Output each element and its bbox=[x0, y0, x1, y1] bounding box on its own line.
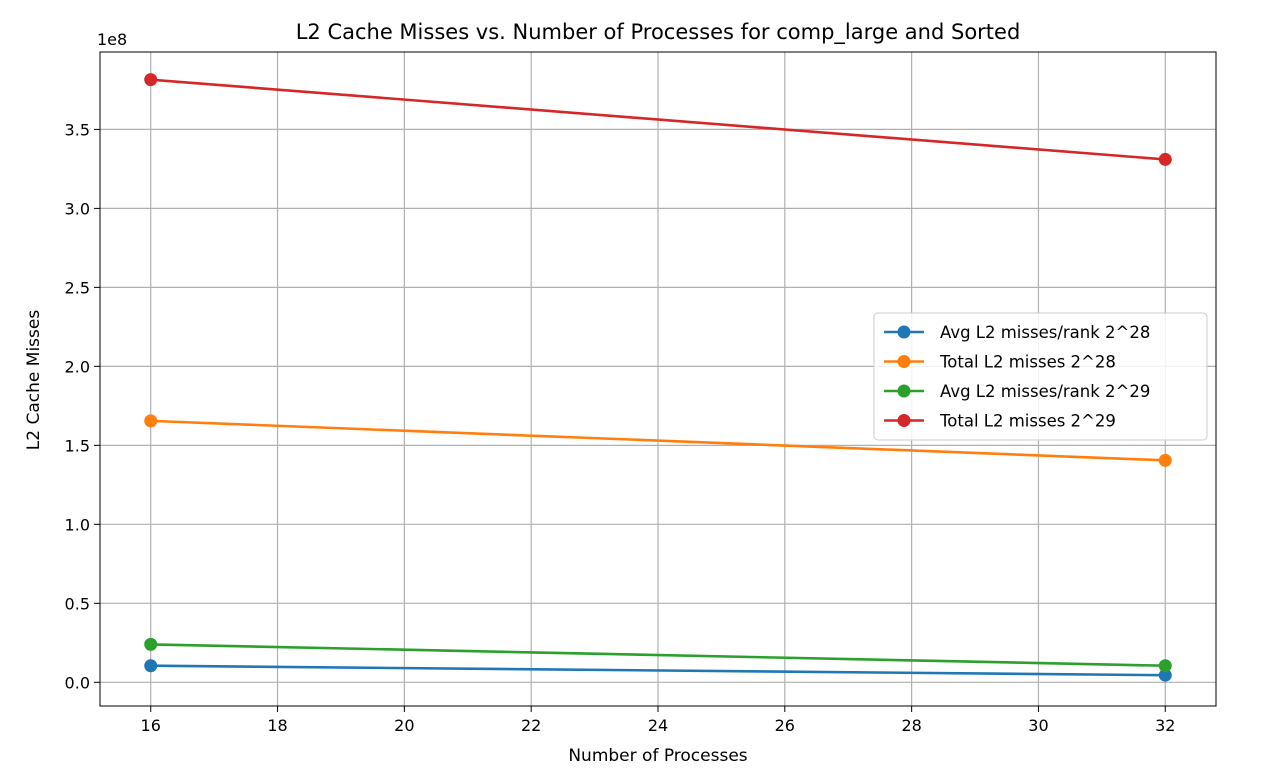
x-tick-label: 30 bbox=[1028, 716, 1048, 735]
y-tick-label: 3.0 bbox=[65, 199, 90, 218]
y-axis-label: L2 Cache Misses bbox=[24, 310, 44, 451]
legend-label: Total L2 misses 2^28 bbox=[939, 353, 1116, 372]
data-point bbox=[1158, 453, 1172, 467]
x-tick-label: 26 bbox=[775, 716, 795, 735]
series-4 bbox=[144, 73, 1172, 166]
x-tick-label: 20 bbox=[394, 716, 414, 735]
y-tick-label: 1.5 bbox=[65, 436, 90, 455]
series-lines bbox=[144, 73, 1172, 682]
series-line bbox=[150, 419, 1166, 462]
x-tick-label: 28 bbox=[901, 716, 921, 735]
data-point bbox=[1158, 668, 1172, 682]
legend-label: Avg L2 misses/rank 2^28 bbox=[940, 323, 1150, 342]
legend-marker bbox=[897, 355, 911, 368]
series-1 bbox=[144, 659, 1172, 682]
data-point bbox=[144, 637, 158, 651]
legend-label: Total L2 misses 2^29 bbox=[939, 412, 1116, 431]
data-point bbox=[144, 73, 158, 87]
legend-item: Avg L2 misses/rank 2^29 bbox=[884, 382, 1150, 401]
series-line bbox=[150, 664, 1166, 677]
y-tick-label: 2.0 bbox=[65, 357, 90, 376]
series-line bbox=[150, 643, 1166, 668]
y-tick-label: 0.5 bbox=[65, 594, 90, 613]
data-point bbox=[1158, 152, 1172, 166]
y-tick-label: 0.0 bbox=[65, 673, 90, 692]
legend-item: Avg L2 misses/rank 2^28 bbox=[884, 323, 1150, 342]
x-tick-label: 18 bbox=[267, 716, 287, 735]
x-axis-label: Number of Processes bbox=[568, 746, 747, 766]
x-tick-label: 24 bbox=[648, 716, 668, 735]
x-tick-label: 22 bbox=[521, 716, 541, 735]
legend-item: Total L2 misses 2^29 bbox=[884, 412, 1116, 431]
series-3 bbox=[144, 637, 1172, 673]
x-tick-label: 16 bbox=[141, 716, 161, 735]
y-tick-label: 2.5 bbox=[65, 278, 90, 297]
y-tick-label: 3.5 bbox=[65, 120, 90, 139]
x-tick-label: 32 bbox=[1155, 716, 1175, 735]
x-axis-ticks: 16 18 20 22 24 26 28 30 32 bbox=[141, 706, 1175, 735]
legend-marker bbox=[897, 384, 911, 398]
legend-label: Avg L2 misses/rank 2^29 bbox=[940, 382, 1150, 401]
data-point bbox=[144, 659, 158, 673]
y-axis-ticks: 0.0 0.5 1.0 1.5 2.0 2.5 3.0 3.5 bbox=[65, 120, 100, 692]
y-axis-offset-label: 1e8 bbox=[97, 30, 127, 49]
chart-title: L2 Cache Misses vs. Number of Processes … bbox=[296, 20, 1021, 45]
legend-box bbox=[873, 312, 1208, 441]
series-2 bbox=[144, 414, 1172, 467]
legend-item: Total L2 misses 2^28 bbox=[884, 353, 1116, 372]
legend-marker bbox=[897, 414, 911, 427]
data-point bbox=[1158, 659, 1172, 673]
legend: Avg L2 misses/rank 2^28 Total L2 misses 2… bbox=[873, 312, 1208, 441]
y-tick-label: 1.0 bbox=[65, 515, 90, 534]
data-point bbox=[144, 414, 158, 428]
legend-marker bbox=[897, 325, 911, 339]
series-line bbox=[150, 78, 1166, 161]
